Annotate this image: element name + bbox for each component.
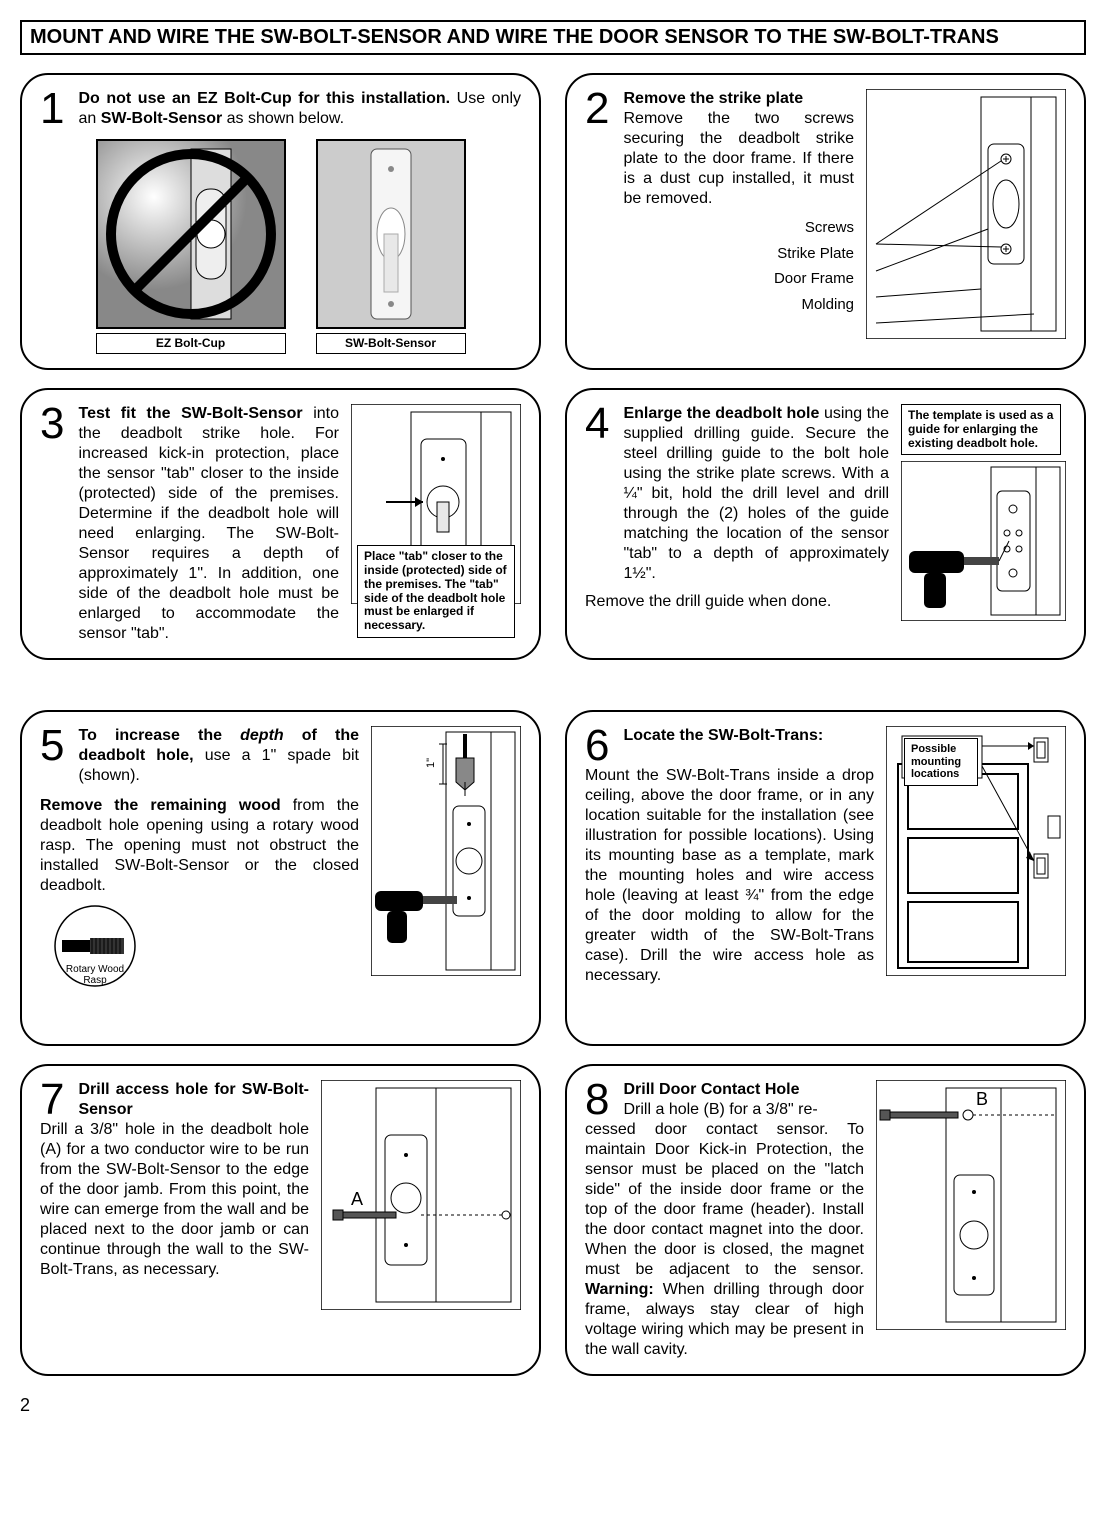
step-2-title: Remove the strike plate (623, 90, 803, 107)
step-5-lead1: To increase the (78, 727, 240, 744)
step-6-title-wrap: Locate the SW-Bolt-Trans: (623, 726, 874, 766)
step-8-title-wrap: Drill Door Contact Hole Drill a hole (B)… (623, 1080, 864, 1120)
step-4-callout: The template is used as a guide for enla… (901, 404, 1061, 455)
label-door-frame: Door Frame (585, 266, 854, 292)
warning-label: Warning: (585, 1281, 654, 1298)
step-6-number: 6 (585, 726, 609, 766)
step-7-diagram: A (321, 1080, 521, 1310)
step-3-body: into the deadbolt strike hole. For incre… (78, 405, 339, 642)
step-8-diagram: B (876, 1080, 1066, 1330)
step-3-text: Test fit the SW-Bolt-Sensor into the dea… (78, 404, 339, 644)
step-2-body: Remove the two screws securing the deadb… (623, 110, 854, 207)
step-8-panel: 8 Drill Door Contact Hole Drill a hole (… (565, 1064, 1086, 1376)
step-8-title: Drill Door Contact Hole (623, 1081, 799, 1098)
rasp-diagram: Rotary Wood Rasp (40, 904, 180, 989)
step-4-body: using the supplied drilling guide. Secur… (623, 405, 889, 582)
label-strike-plate: Strike Plate (585, 241, 854, 267)
step-1-tail: as shown below. (222, 110, 344, 127)
step-2-panel: 2 Remove the strike plate Remove the two… (565, 73, 1086, 370)
step-7-number: 7 (40, 1080, 64, 1120)
step-6-title: Locate the SW-Bolt-Trans: (623, 727, 823, 744)
step-2-text: Remove the strike plate Remove the two s… (623, 89, 854, 209)
page-header: MOUNT AND WIRE THE SW-BOLT-SENSOR AND WI… (20, 20, 1086, 55)
step-6-body: Mount the SW-Bolt-Trans inside a drop ce… (585, 766, 874, 986)
step-6-callout: Possible mounting locations (904, 738, 978, 786)
label-molding: Molding (585, 292, 854, 318)
step-7-title-wrap: Drill access hole for SW-Bolt-Sensor (78, 1080, 309, 1120)
step-5-text: To increase the depth of the deadbolt ho… (78, 726, 359, 786)
step-6-panel: 6 Locate the SW-Bolt-Trans: Mount the SW… (565, 710, 1086, 1046)
step-3-number: 3 (40, 404, 64, 644)
step-4-panel: 4 Enlarge the deadbolt hole using the su… (565, 388, 1086, 660)
label-a: A (351, 1189, 363, 1209)
step-1-bold2: SW-Bolt-Sensor (101, 110, 222, 127)
ez-bolt-cup-label: EZ Bolt-Cup (96, 333, 286, 354)
page-number: 2 (20, 1395, 30, 1416)
rasp-label: Rotary Wood (66, 964, 124, 975)
step-7-panel: 7 Drill access hole for SW-Bolt-Sensor D… (20, 1064, 541, 1376)
ez-bolt-cup-diagram (96, 139, 286, 329)
step-3-callout: Place "tab" closer to the inside (protec… (357, 545, 515, 638)
step-1-text: Do not use an EZ Bolt-Cup for this insta… (78, 89, 521, 129)
step-8-number: 8 (585, 1080, 609, 1120)
step-5-number: 5 (40, 726, 64, 786)
step-1-number: 1 (40, 89, 64, 129)
sw-bolt-sensor-diagram (316, 139, 466, 329)
step-4-title: Enlarge the deadbolt hole (623, 405, 819, 422)
step-3-panel: 3 Test fit the SW-Bolt-Sensor into the d… (20, 388, 541, 660)
step-8-body: cessed door contact sensor. To maintain … (585, 1120, 864, 1360)
step-4-text: Enlarge the deadbolt hole using the supp… (623, 404, 889, 584)
step-5-diagram: 1" (371, 726, 521, 976)
one-inch-label: 1" (425, 758, 437, 768)
step-4-body2: Remove the drill guide when done. (585, 592, 889, 612)
step-5-depth: depth (240, 727, 284, 744)
step-3-title: Test fit the SW-Bolt-Sensor (78, 405, 302, 422)
strike-plate-diagram (866, 89, 1066, 339)
step-1-lead: Do not use an EZ Bolt-Cup for this insta… (78, 90, 450, 107)
steps-grid: 1 Do not use an EZ Bolt-Cup for this ins… (20, 73, 1086, 1376)
sw-bolt-sensor-label: SW-Bolt-Sensor (316, 333, 466, 354)
step-1-panel: 1 Do not use an EZ Bolt-Cup for this ins… (20, 73, 541, 370)
step-4-number: 4 (585, 404, 609, 584)
label-screws: Screws (585, 215, 854, 241)
step-5-body2a: Remove the remaining wood (40, 797, 281, 814)
svg-text:Rasp: Rasp (83, 975, 107, 986)
step-2-number: 2 (585, 89, 609, 209)
step-8-body1-start: Drill a hole (B) for a 3/8" re- (623, 1101, 817, 1118)
step-7-title: Drill access hole for SW-Bolt-Sensor (78, 1081, 309, 1118)
label-b: B (976, 1089, 988, 1109)
step-7-body: Drill a 3/8" hole in the deadbolt hole (… (40, 1120, 309, 1280)
step-4-diagram (901, 461, 1066, 621)
step-5-panel: 5 To increase the depth of the deadbolt … (20, 710, 541, 1046)
